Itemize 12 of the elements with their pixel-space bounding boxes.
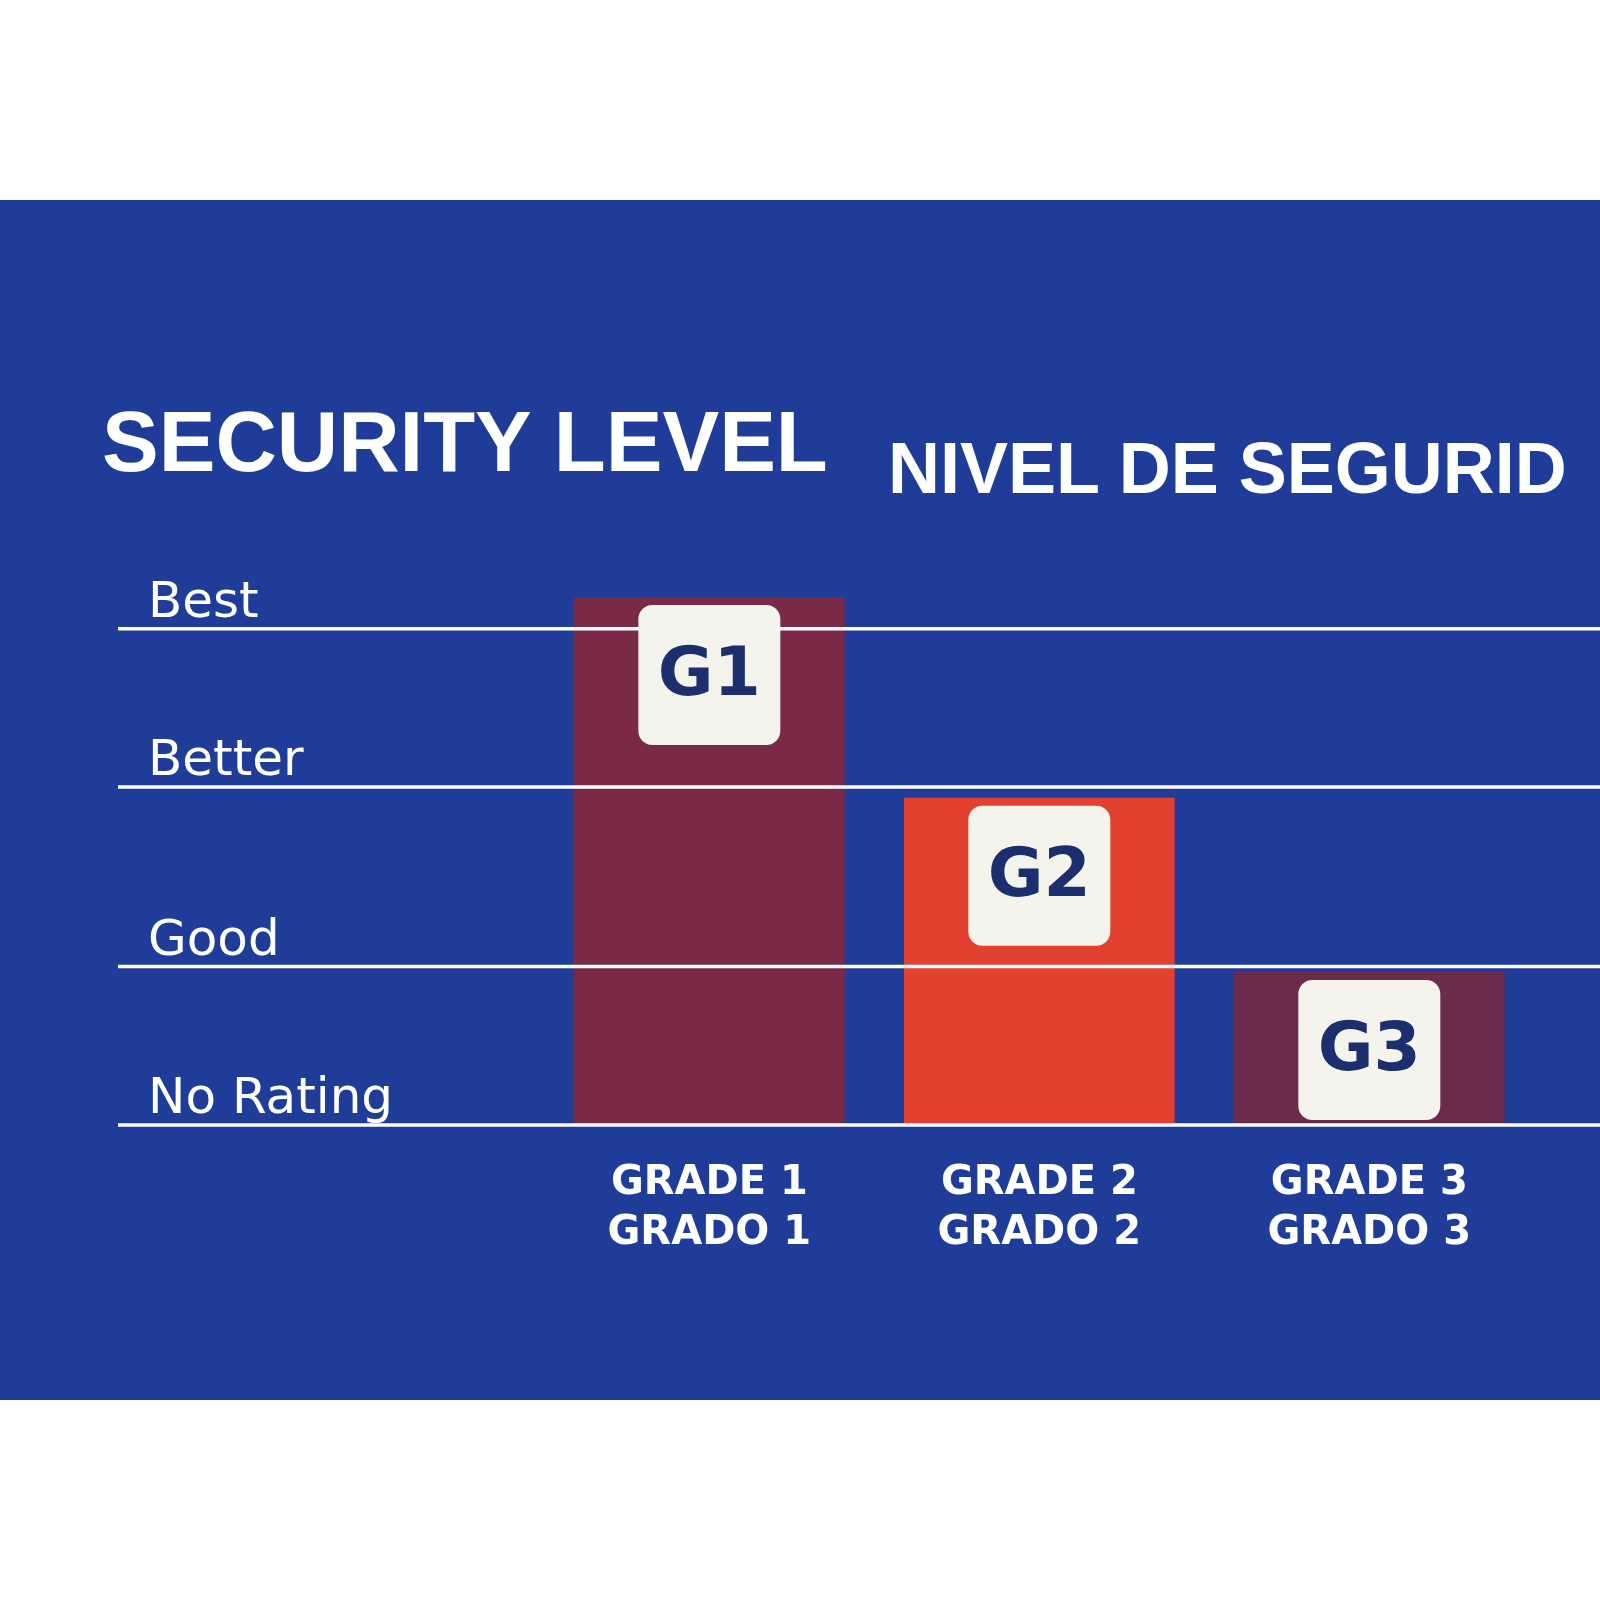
x-tick-label: GRADE 1 GRADO 1 <box>607 1156 812 1253</box>
ref-line-label: Best <box>148 570 259 629</box>
annotation: G2 <box>987 832 1091 912</box>
x-tick-label: GRADE 3 GRADO 3 <box>1267 1156 1472 1253</box>
chart-subtitle: NIVEL DE SEGURID <box>888 428 1567 508</box>
ref-line-label: Good <box>148 908 280 967</box>
annotation: G3 <box>1317 1006 1421 1086</box>
annotation: G1 <box>657 632 761 711</box>
x-tick-label: GRADE 2 GRADO 2 <box>937 1156 1142 1253</box>
ref-line-label: Better <box>148 729 305 788</box>
chart-title: SECURITY LEVEL <box>102 394 828 489</box>
ref-line-label: No Rating <box>148 1067 394 1125</box>
